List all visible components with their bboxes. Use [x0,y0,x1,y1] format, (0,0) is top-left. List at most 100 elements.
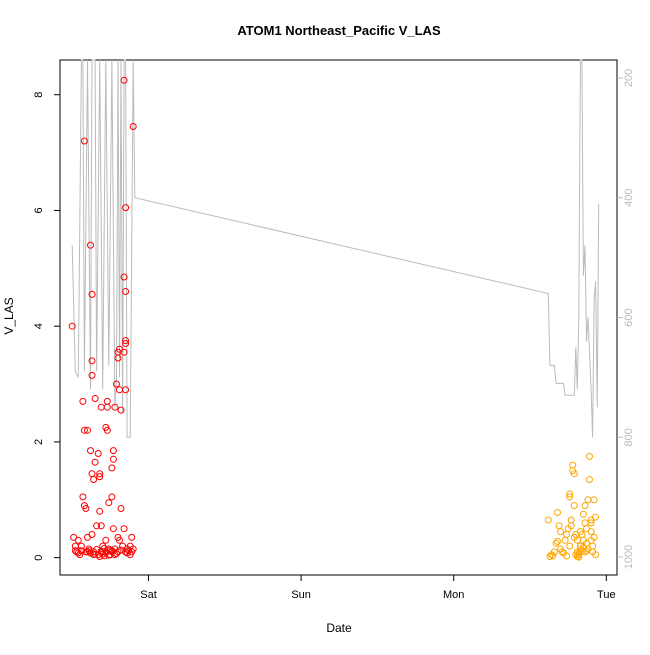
data-point [567,516,575,524]
data-point [573,553,581,560]
data-point [570,502,578,510]
data-point [581,502,589,510]
data-point [113,550,120,558]
data-point [554,537,561,545]
data-point [122,386,130,394]
depth-line [71,59,600,438]
data-point [584,496,592,504]
data-points [68,76,600,561]
data-point [550,548,558,556]
right-axis: 200 400 600 800 1000 [617,69,635,569]
data-point [592,513,600,521]
y-tick-label: 2 [33,439,45,445]
x-tick-label: Sat [140,589,157,601]
data-point [126,542,134,550]
data-point [579,510,587,518]
y-tick-label: 0 [33,555,45,561]
data-point [117,406,125,414]
data-point [549,552,557,560]
data-point [120,348,128,356]
data-point [578,547,586,555]
data-point [587,528,595,536]
data-point [116,386,123,394]
data-point [552,539,560,547]
data-point [109,525,117,533]
data-point [569,461,577,469]
data-point [554,509,561,516]
data-point [120,76,128,84]
data-point [80,426,88,434]
data-point [557,545,564,553]
data-point [128,533,136,541]
data-point [91,458,99,466]
data-point [96,470,104,478]
data-point [76,551,84,559]
data-point [88,531,96,538]
data-point [88,371,96,379]
data-point [103,397,111,405]
data-point [108,464,116,472]
data-point [87,241,94,249]
data-point [93,522,101,530]
data-point [570,470,578,478]
data-point [567,522,575,530]
data-point [88,357,96,365]
x-tick-label: Tue [597,589,616,601]
data-point [106,546,114,554]
data-point [566,493,574,501]
data-point [96,473,104,481]
data-point [563,552,571,560]
data-point [111,403,119,411]
data-point [103,426,111,434]
data-point [581,519,589,527]
right-tick-label: 600 [623,308,635,326]
right-tick-label: 400 [623,189,635,207]
data-point [557,528,564,536]
data-point [587,536,595,544]
data-point [566,490,574,498]
data-point [109,447,117,455]
data-point [566,542,574,550]
data-point [79,397,87,405]
data-point [88,290,96,298]
data-point [592,551,600,559]
data-point [113,380,120,388]
data-point [544,516,552,524]
data-point [546,553,554,560]
data-point [84,426,91,434]
data-point [100,544,108,552]
data-point [108,493,116,501]
data-point [555,522,563,530]
data-point [122,288,130,295]
data-point [561,536,569,544]
data-point [120,273,128,281]
data-point [91,550,99,558]
x-tick-label: Mon [443,589,464,601]
data-point [91,395,99,402]
data-point [114,354,122,362]
data-point [102,536,110,544]
data-point [71,542,79,550]
data-point [129,123,137,130]
right-tick-label: 800 [623,428,635,446]
data-point [123,549,131,557]
data-point [117,546,125,554]
data-point [117,505,125,512]
data-point [103,403,111,411]
data-point [576,542,584,550]
data-point [586,452,593,460]
data-point [563,531,571,538]
right-tick-label: 1000 [623,545,635,569]
data-point [93,546,101,553]
data-point [576,528,584,536]
data-point [583,547,590,555]
depth-line-series [71,59,600,438]
data-point [122,204,130,212]
data-point [82,505,90,512]
data-point [570,533,578,541]
data-point [88,470,96,478]
right-tick-label: 200 [623,69,635,87]
data-point [587,519,595,527]
